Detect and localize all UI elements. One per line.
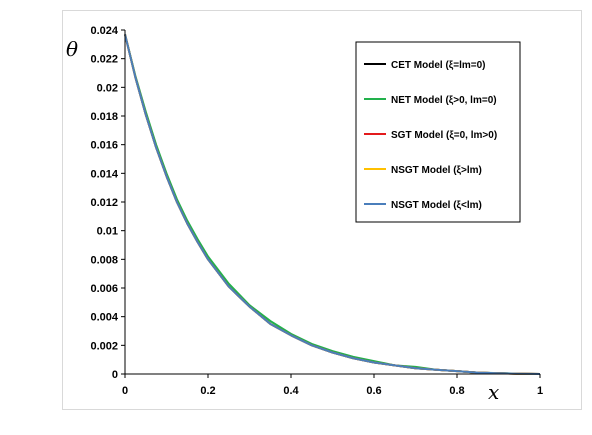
y-tick-label: 0.008 <box>90 254 118 266</box>
x-tick-label: 0.8 <box>449 385 464 397</box>
y-tick-label: 0.012 <box>90 197 118 209</box>
y-tick-label: 0.004 <box>90 312 118 324</box>
y-tick-label: 0 <box>112 369 118 381</box>
x-tick-label: 0.2 <box>200 385 215 397</box>
x-tick-label: 0.6 <box>366 385 381 397</box>
legend-entry: SGT Model (ξ=0, lm>0) <box>391 130 497 141</box>
y-tick-label: 0.022 <box>90 54 118 66</box>
series-line <box>124 34 541 375</box>
y-tick-layer: 0 0.002 0.004 0.006 0.008 0.01 0.012 0.014 0.016… <box>90 25 125 381</box>
y-tick-label: 0.01 <box>97 226 118 238</box>
y-tick-label: 0.016 <box>90 140 118 152</box>
legend-entry: NSGT Model (ξ>lm) <box>391 165 482 176</box>
x-tick-layer: 0 0.2 0.4 0.6 0.8 1 <box>122 374 543 397</box>
legend: CET Model (ξ=lm=0) NET Model (ξ>0, lm=0) S… <box>355 41 521 223</box>
legend-entry: CET Model (ξ=lm=0) <box>391 60 485 71</box>
y-axis-label: θ <box>66 37 78 61</box>
y-tick-label: 0.014 <box>90 168 118 180</box>
legend-entry: NET Model (ξ>0, lm=0) <box>391 95 497 106</box>
y-tick-label: 0.018 <box>90 111 118 123</box>
x-tick-label: 1 <box>537 385 543 397</box>
x-tick-label: 0 <box>122 385 128 397</box>
y-tick-label: 0.006 <box>90 283 118 295</box>
legend-box <box>355 41 521 223</box>
y-tick-label: 0.024 <box>90 25 118 37</box>
legend-entry: NSGT Model (ξ<lm) <box>391 200 482 211</box>
x-axis-label: x <box>488 380 499 404</box>
x-tick-label: 0.4 <box>283 385 299 397</box>
y-tick-label: 0.02 <box>97 82 118 94</box>
y-tick-label: 0.002 <box>90 340 118 352</box>
series-layer <box>124 34 541 375</box>
